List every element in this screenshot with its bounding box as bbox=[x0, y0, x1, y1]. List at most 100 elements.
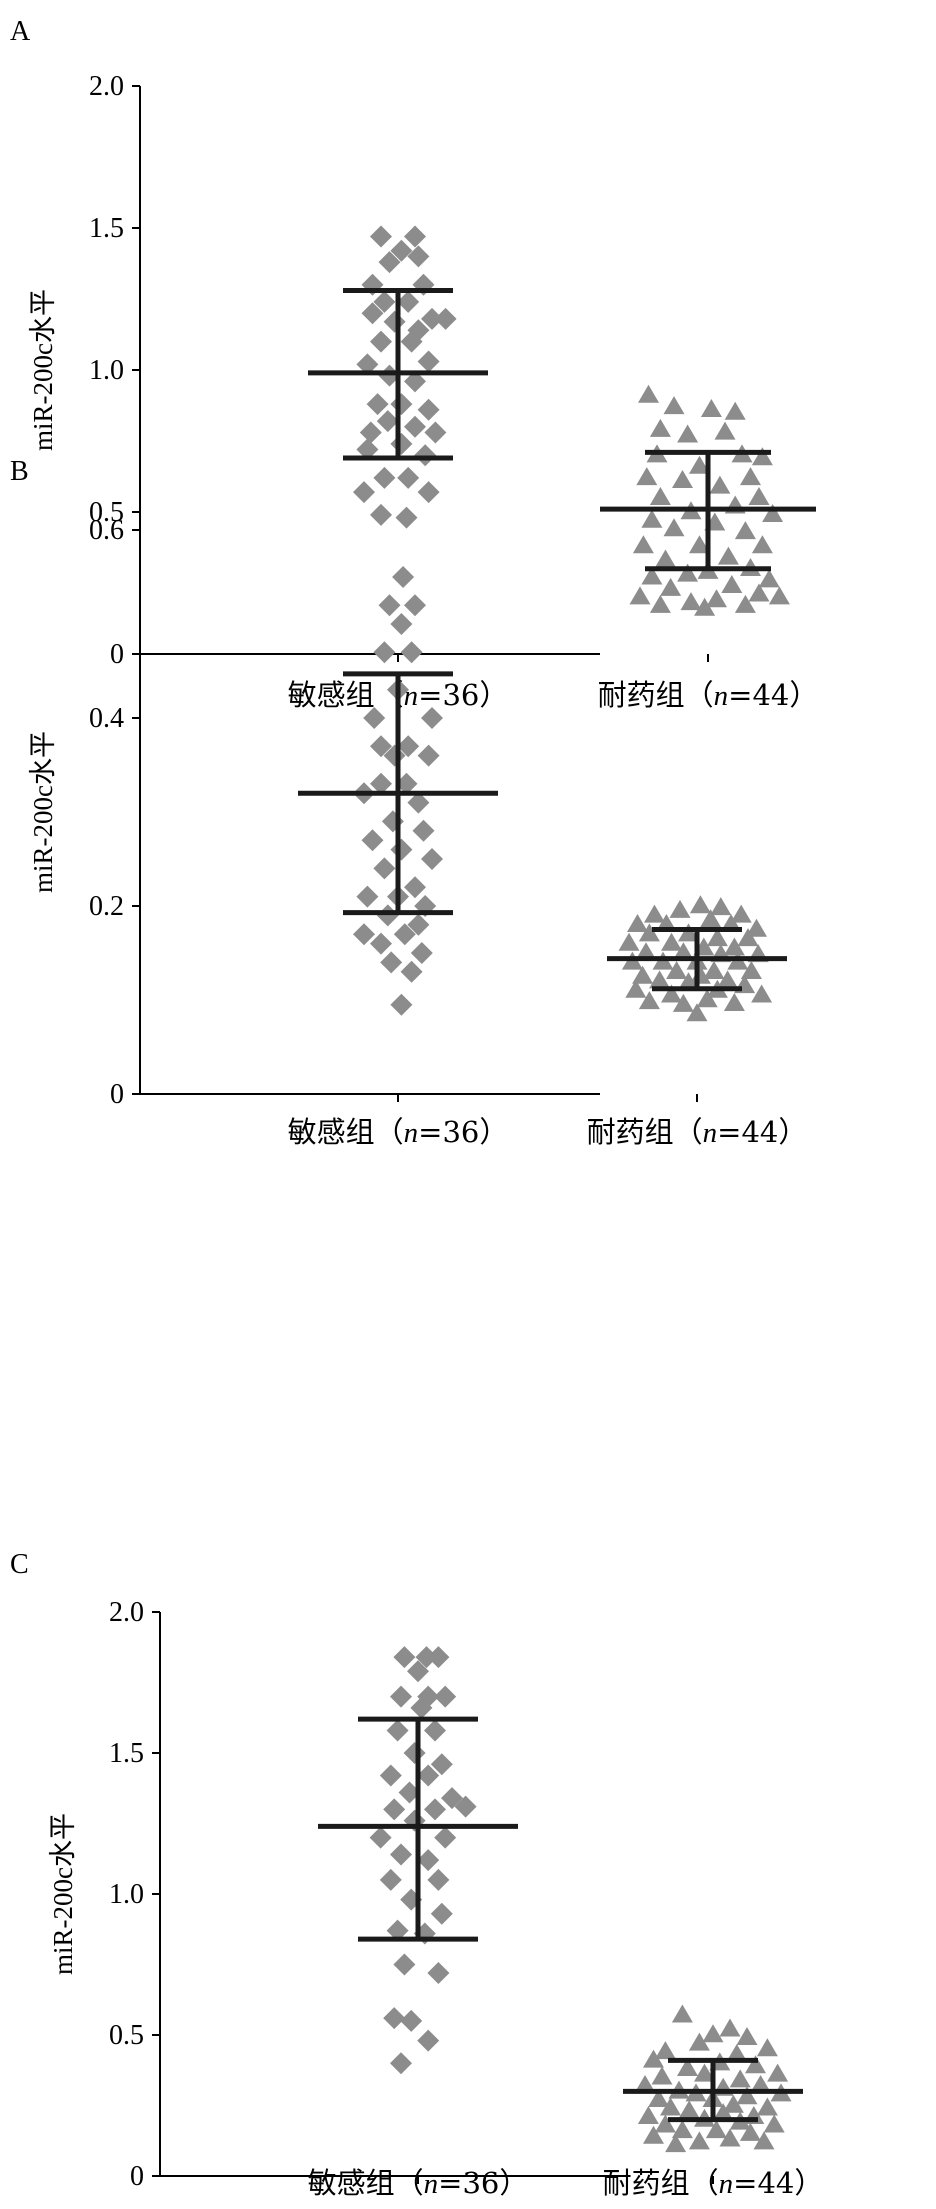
y-tick-label: 2.0 bbox=[89, 71, 124, 102]
data-point-triangle bbox=[638, 923, 660, 942]
data-point-diamond bbox=[370, 225, 392, 248]
series-triangle bbox=[607, 895, 787, 1022]
data-point-triangle bbox=[710, 897, 732, 916]
data-point-diamond bbox=[414, 444, 437, 467]
y-tick-label: 0.5 bbox=[109, 2020, 144, 2051]
data-point-diamond bbox=[417, 744, 440, 767]
data-point-triangle bbox=[672, 469, 693, 488]
data-point-diamond bbox=[390, 1843, 412, 1866]
data-point-triangle bbox=[721, 575, 743, 594]
data-point-diamond bbox=[390, 838, 413, 861]
data-point-diamond bbox=[400, 960, 423, 983]
data-point-diamond bbox=[369, 1826, 392, 1849]
data-point-diamond bbox=[417, 2029, 440, 2052]
data-point-triangle bbox=[689, 535, 710, 554]
series-triangle bbox=[623, 2004, 803, 2153]
data-point-diamond bbox=[417, 481, 440, 504]
data-point-triangle bbox=[751, 447, 773, 466]
data-point-diamond bbox=[356, 885, 379, 908]
data-point-diamond bbox=[415, 1646, 438, 1669]
data-point-triangle bbox=[740, 961, 762, 979]
data-point-triangle bbox=[625, 979, 647, 998]
data-point-triangle bbox=[663, 396, 685, 415]
data-point-diamond bbox=[417, 398, 440, 421]
data-point-diamond bbox=[370, 735, 392, 758]
data-point-diamond bbox=[434, 1685, 457, 1708]
y-tick-label: 1.0 bbox=[109, 1879, 144, 1910]
data-point-triangle bbox=[751, 535, 773, 554]
data-point-diamond bbox=[407, 791, 430, 814]
data-point-triangle bbox=[729, 2069, 751, 2088]
x-category-label: 敏感组（n=36） bbox=[308, 2166, 529, 2200]
data-point-triangle bbox=[751, 984, 773, 1003]
data-point-diamond bbox=[395, 506, 418, 529]
data-point-diamond bbox=[363, 707, 386, 729]
data-point-triangle bbox=[726, 2043, 748, 2062]
data-point-diamond bbox=[441, 1787, 463, 1810]
data-point-triangle bbox=[688, 2032, 710, 2051]
data-point-diamond bbox=[404, 225, 426, 248]
data-point-triangle bbox=[703, 961, 725, 979]
data-point-triangle bbox=[669, 899, 691, 918]
data-point-diamond bbox=[392, 566, 415, 588]
data-point-diamond bbox=[407, 245, 430, 268]
data-point-diamond bbox=[430, 1902, 453, 1925]
data-point-triangle bbox=[756, 2038, 778, 2057]
data-point-triangle bbox=[637, 2105, 659, 2124]
data-point-diamond bbox=[410, 942, 433, 964]
x-category-label: 耐药组（n=44） bbox=[603, 2166, 824, 2200]
data-point-diamond bbox=[361, 302, 384, 325]
data-point-diamond bbox=[370, 932, 392, 955]
data-point-diamond bbox=[404, 370, 426, 393]
data-point-diamond bbox=[424, 421, 447, 444]
data-point-diamond bbox=[373, 466, 396, 489]
data-point-triangle bbox=[632, 965, 654, 984]
data-point-triangle bbox=[665, 2134, 687, 2153]
data-point-diamond bbox=[403, 1742, 426, 1764]
data-point-triangle bbox=[635, 942, 657, 961]
data-point-triangle bbox=[748, 583, 770, 602]
data-point-triangle bbox=[678, 972, 699, 991]
data-point-triangle bbox=[660, 577, 682, 596]
y-tick-label: 0.4 bbox=[89, 703, 124, 734]
data-point-triangle bbox=[689, 895, 711, 914]
data-point-triangle bbox=[719, 2128, 741, 2147]
data-point-diamond bbox=[421, 848, 443, 870]
data-point-triangle bbox=[745, 2055, 766, 2074]
data-point-diamond bbox=[386, 1919, 409, 1942]
data-point-diamond bbox=[383, 310, 406, 333]
data-point-diamond bbox=[390, 239, 413, 262]
data-point-triangle bbox=[694, 597, 716, 616]
data-point-triangle bbox=[700, 909, 722, 928]
data-point-triangle bbox=[661, 932, 682, 951]
data-point-triangle bbox=[641, 566, 663, 585]
y-tick-label: 0 bbox=[110, 639, 124, 670]
data-point-triangle bbox=[768, 586, 790, 605]
y-tick-label: 1.5 bbox=[109, 1738, 144, 1769]
series-diamond bbox=[298, 566, 498, 1016]
data-point-triangle bbox=[730, 904, 752, 923]
data-point-diamond bbox=[378, 251, 401, 274]
data-point-triangle bbox=[758, 569, 780, 588]
data-point-diamond bbox=[353, 481, 375, 504]
data-point-diamond bbox=[427, 1646, 450, 1669]
data-point-triangle bbox=[677, 424, 699, 443]
data-point-diamond bbox=[400, 641, 423, 664]
data-point-triangle bbox=[638, 384, 659, 403]
data-point-triangle bbox=[756, 2097, 778, 2116]
data-point-triangle bbox=[762, 504, 784, 523]
y-tick-label: 2.0 bbox=[109, 1597, 144, 1628]
data-point-diamond bbox=[353, 923, 375, 946]
data-point-triangle bbox=[700, 398, 722, 417]
data-point-triangle bbox=[671, 2004, 693, 2023]
data-point-triangle bbox=[618, 932, 640, 951]
data-point-triangle bbox=[678, 923, 699, 942]
data-point-triangle bbox=[660, 2097, 681, 2116]
data-point-triangle bbox=[655, 549, 676, 568]
data-point-diamond bbox=[381, 810, 404, 833]
x-category-label: 耐药组（n=44） bbox=[587, 1115, 808, 1149]
data-point-diamond bbox=[400, 330, 423, 353]
data-point-diamond bbox=[417, 1764, 440, 1787]
data-point-triangle bbox=[677, 563, 699, 582]
